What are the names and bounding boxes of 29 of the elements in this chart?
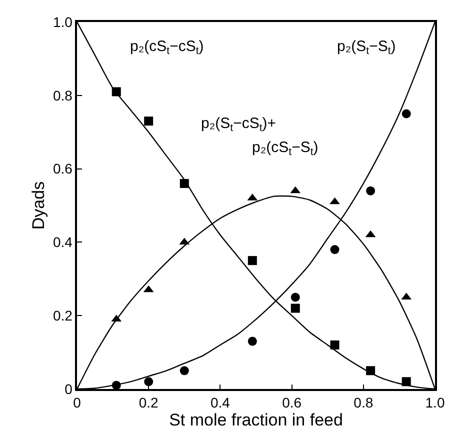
point (180, 366, 189, 376)
y-tick-label: 1.0 (52, 14, 73, 30)
point (248, 256, 257, 266)
x-tick-label: 0.2 (138, 394, 159, 411)
y-tick-label: 0.6 (52, 160, 73, 177)
point (144, 116, 154, 126)
x-axis-title: St mole fraction in feed (169, 410, 343, 430)
point (248, 336, 257, 346)
annotation: p₂(S$_{t}$−cS$_{t}$)+ (201, 115, 276, 134)
y-tick-label: 0.4 (52, 234, 73, 250)
x-tick-label: 0.4 (210, 394, 230, 411)
x-tick-label: 0.6 (282, 394, 302, 411)
point (330, 340, 340, 350)
x-tick-label: 0.8 (354, 394, 374, 411)
point (290, 304, 300, 313)
y-tick-label: 0 (64, 380, 73, 397)
x-tick-label: 1.0 (425, 394, 445, 411)
point (402, 109, 411, 118)
point (330, 245, 340, 254)
y-axis-title: Dyads (29, 181, 48, 230)
point (290, 292, 300, 302)
annotation: p₂(S$_{t}$−S$_{t}$) (337, 38, 396, 58)
y-tick-label: 0.2 (52, 308, 73, 324)
annotation: p₂(cS$_{t}$−S$_{t}$) (252, 139, 318, 158)
annotation: p₂(cS$_{t}$−cS$_{t}$) (130, 38, 204, 58)
point (144, 377, 154, 386)
point (330, 197, 340, 204)
y-tick-label: 0.8 (52, 87, 73, 104)
point (366, 186, 376, 196)
